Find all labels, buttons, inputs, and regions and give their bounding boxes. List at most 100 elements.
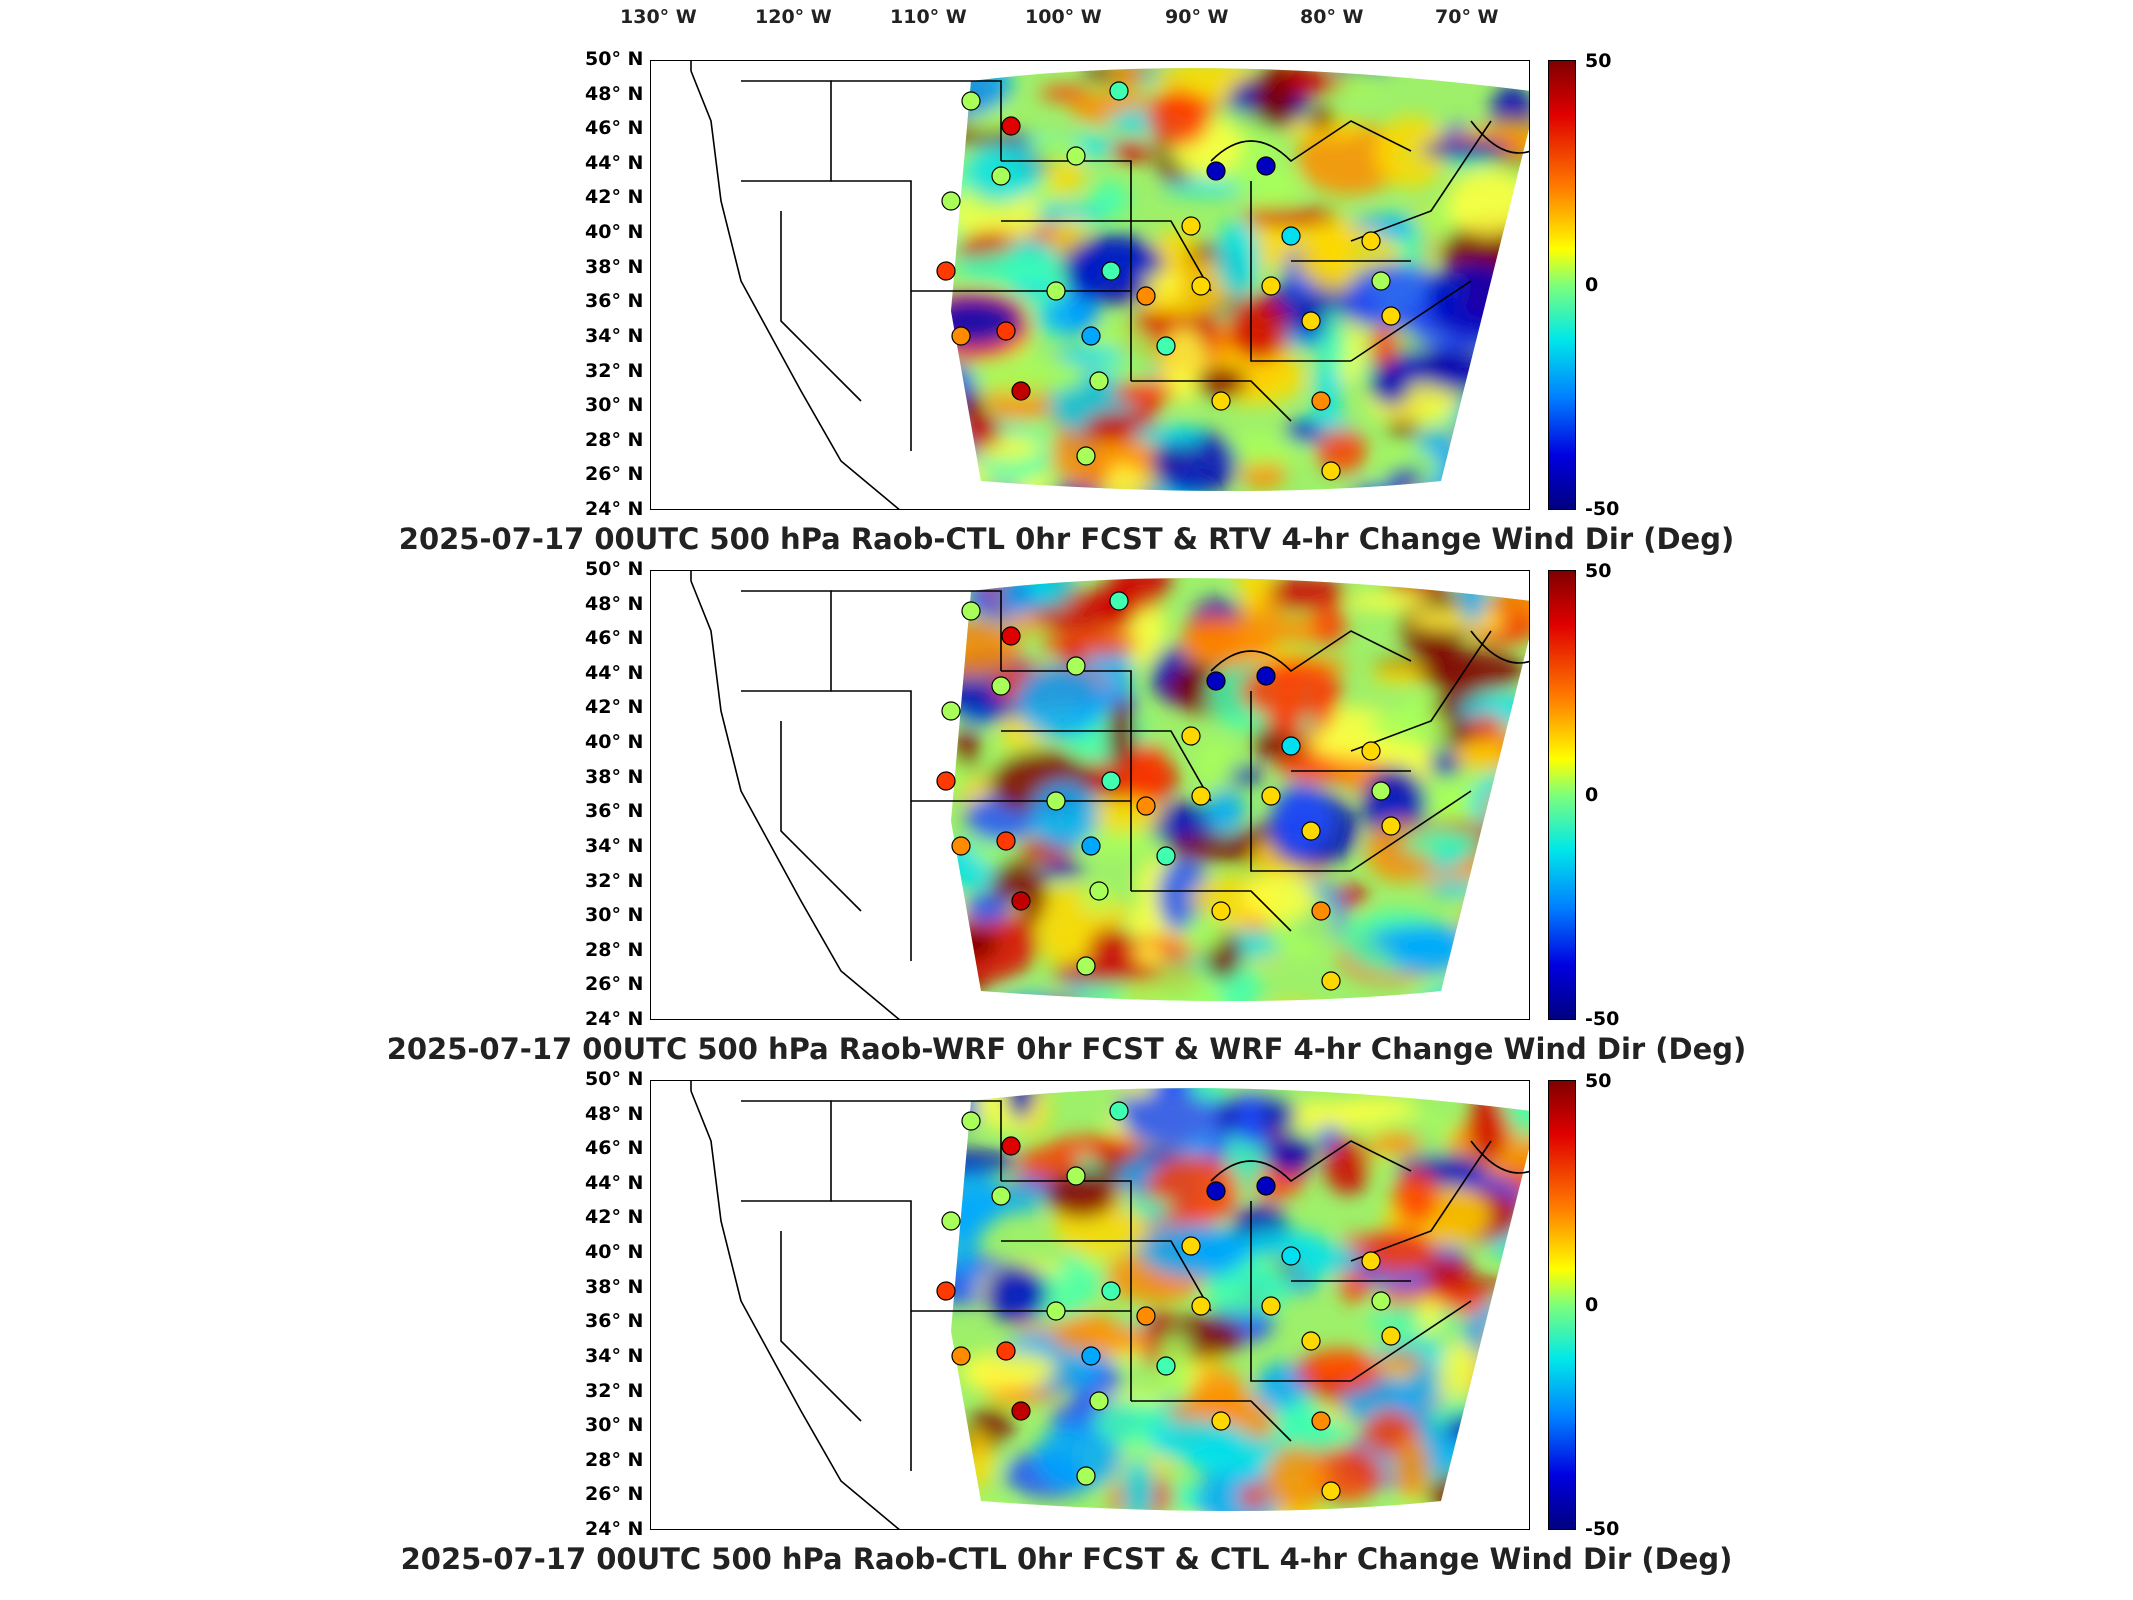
field-blob <box>1467 715 1506 735</box>
border-line <box>1470 630 1529 664</box>
field-blob <box>1451 455 1482 492</box>
raob-station-marker <box>1211 391 1231 411</box>
field-blob <box>1018 1146 1079 1181</box>
border-line <box>1131 890 1292 932</box>
raob-station-marker <box>1081 1346 1101 1366</box>
field-blob <box>951 620 1023 677</box>
raob-station-marker <box>1256 666 1276 686</box>
wind-direction-map <box>690 61 1529 509</box>
raob-station-marker <box>951 1346 971 1366</box>
raob-station-marker <box>996 1341 1016 1361</box>
raob-station-marker <box>1156 846 1176 866</box>
field-blob <box>1381 486 1450 492</box>
field-blob <box>1369 362 1411 406</box>
raob-station-marker <box>1211 1411 1231 1431</box>
field-blob <box>960 414 1001 449</box>
lon-label: 70° W <box>1435 6 1499 28</box>
lat-label: 32° N <box>585 869 644 892</box>
field-blob <box>1350 484 1412 492</box>
border-line <box>690 1090 900 1529</box>
field-blob <box>1110 139 1152 163</box>
wind-field <box>951 578 1529 1002</box>
field-blob <box>1451 382 1527 428</box>
raob-station-marker <box>1381 306 1401 326</box>
lat-label: 36° N <box>585 1310 644 1333</box>
raob-station-marker <box>1191 786 1211 806</box>
border-line <box>1350 630 1492 752</box>
lat-label: 30° N <box>585 904 644 927</box>
lat-label: 44° N <box>585 151 644 174</box>
raob-station-marker <box>1076 956 1096 976</box>
field-blob <box>1145 1155 1241 1226</box>
lat-label: 42° N <box>585 1206 644 1229</box>
border-line <box>780 1231 862 1422</box>
lon-label: 120° W <box>755 6 832 28</box>
raob-station-marker <box>1066 1166 1086 1186</box>
raob-station-marker <box>1371 271 1391 291</box>
field-blob <box>1241 207 1338 227</box>
field-blob <box>1038 930 1101 965</box>
raob-station-marker <box>1136 1306 1156 1326</box>
field-blob <box>1040 631 1140 656</box>
field-blob <box>1161 1519 1211 1530</box>
field-blob <box>1288 1396 1325 1446</box>
field-blob <box>1345 592 1431 611</box>
field-blob <box>1142 271 1185 294</box>
lat-label: 50° N <box>585 558 644 580</box>
wind-field <box>951 68 1529 492</box>
field-blob <box>1236 1090 1264 1146</box>
lat-label: 28° N <box>585 1448 644 1471</box>
field-blob <box>960 1350 1057 1388</box>
field-blob <box>1107 699 1135 766</box>
field-blob <box>963 1430 993 1491</box>
lat-label: 46° N <box>585 627 644 650</box>
border-line <box>831 590 1002 671</box>
colorbar-min: -50 <box>1585 1518 1620 1540</box>
field-blob <box>1115 578 1171 610</box>
field-blob <box>1507 1316 1529 1368</box>
map-frame <box>650 60 1530 510</box>
map-frame <box>650 570 1530 1020</box>
raob-station-marker <box>1089 371 1109 391</box>
field-blob <box>1489 308 1519 327</box>
field-blob <box>1421 140 1509 160</box>
field-blob <box>1046 1170 1117 1219</box>
field-blob <box>1452 739 1510 770</box>
field-blob <box>1463 428 1504 453</box>
field-blob <box>1315 428 1367 473</box>
raob-station-marker <box>1301 821 1321 841</box>
border-line <box>1001 220 1212 292</box>
field-blob <box>1264 1446 1329 1511</box>
field-blob <box>1148 1419 1248 1462</box>
field-blob <box>1147 89 1210 147</box>
border-line <box>741 1100 832 1202</box>
border-line <box>1210 120 1412 163</box>
field-blob <box>1051 960 1163 984</box>
field-blob <box>1268 1133 1314 1175</box>
field-blob <box>1029 781 1098 850</box>
colorbar-max: 50 <box>1585 1070 1612 1092</box>
raob-station-marker <box>1301 1331 1321 1351</box>
state-borders <box>690 1081 1529 1529</box>
state-borders <box>690 571 1529 1019</box>
raob-station-marker <box>1066 146 1086 166</box>
lat-label: 24° N <box>585 498 644 520</box>
lat-label: 48° N <box>585 592 644 615</box>
field-blob <box>1416 999 1463 1002</box>
border-line <box>1470 120 1529 154</box>
border-line <box>1210 630 1412 673</box>
lat-label: 44° N <box>585 1171 644 1194</box>
field-blob <box>1458 956 1522 1002</box>
field-blob <box>1474 1368 1529 1421</box>
raob-station-marker <box>1321 461 1341 481</box>
border-line <box>1001 670 1132 891</box>
field-blob <box>1057 346 1126 365</box>
raob-station-marker <box>951 326 971 346</box>
panel-title: 2025-07-17 00UTC 500 hPa Raob-CTL 0hr FC… <box>400 1542 1733 1576</box>
raob-station-marker <box>1311 901 1331 921</box>
lon-label: 100° W <box>1025 6 1102 28</box>
field-blob <box>1454 925 1529 961</box>
field-blob <box>1457 410 1529 464</box>
raob-station-marker <box>1046 1301 1066 1321</box>
colorbar <box>1548 60 1576 510</box>
